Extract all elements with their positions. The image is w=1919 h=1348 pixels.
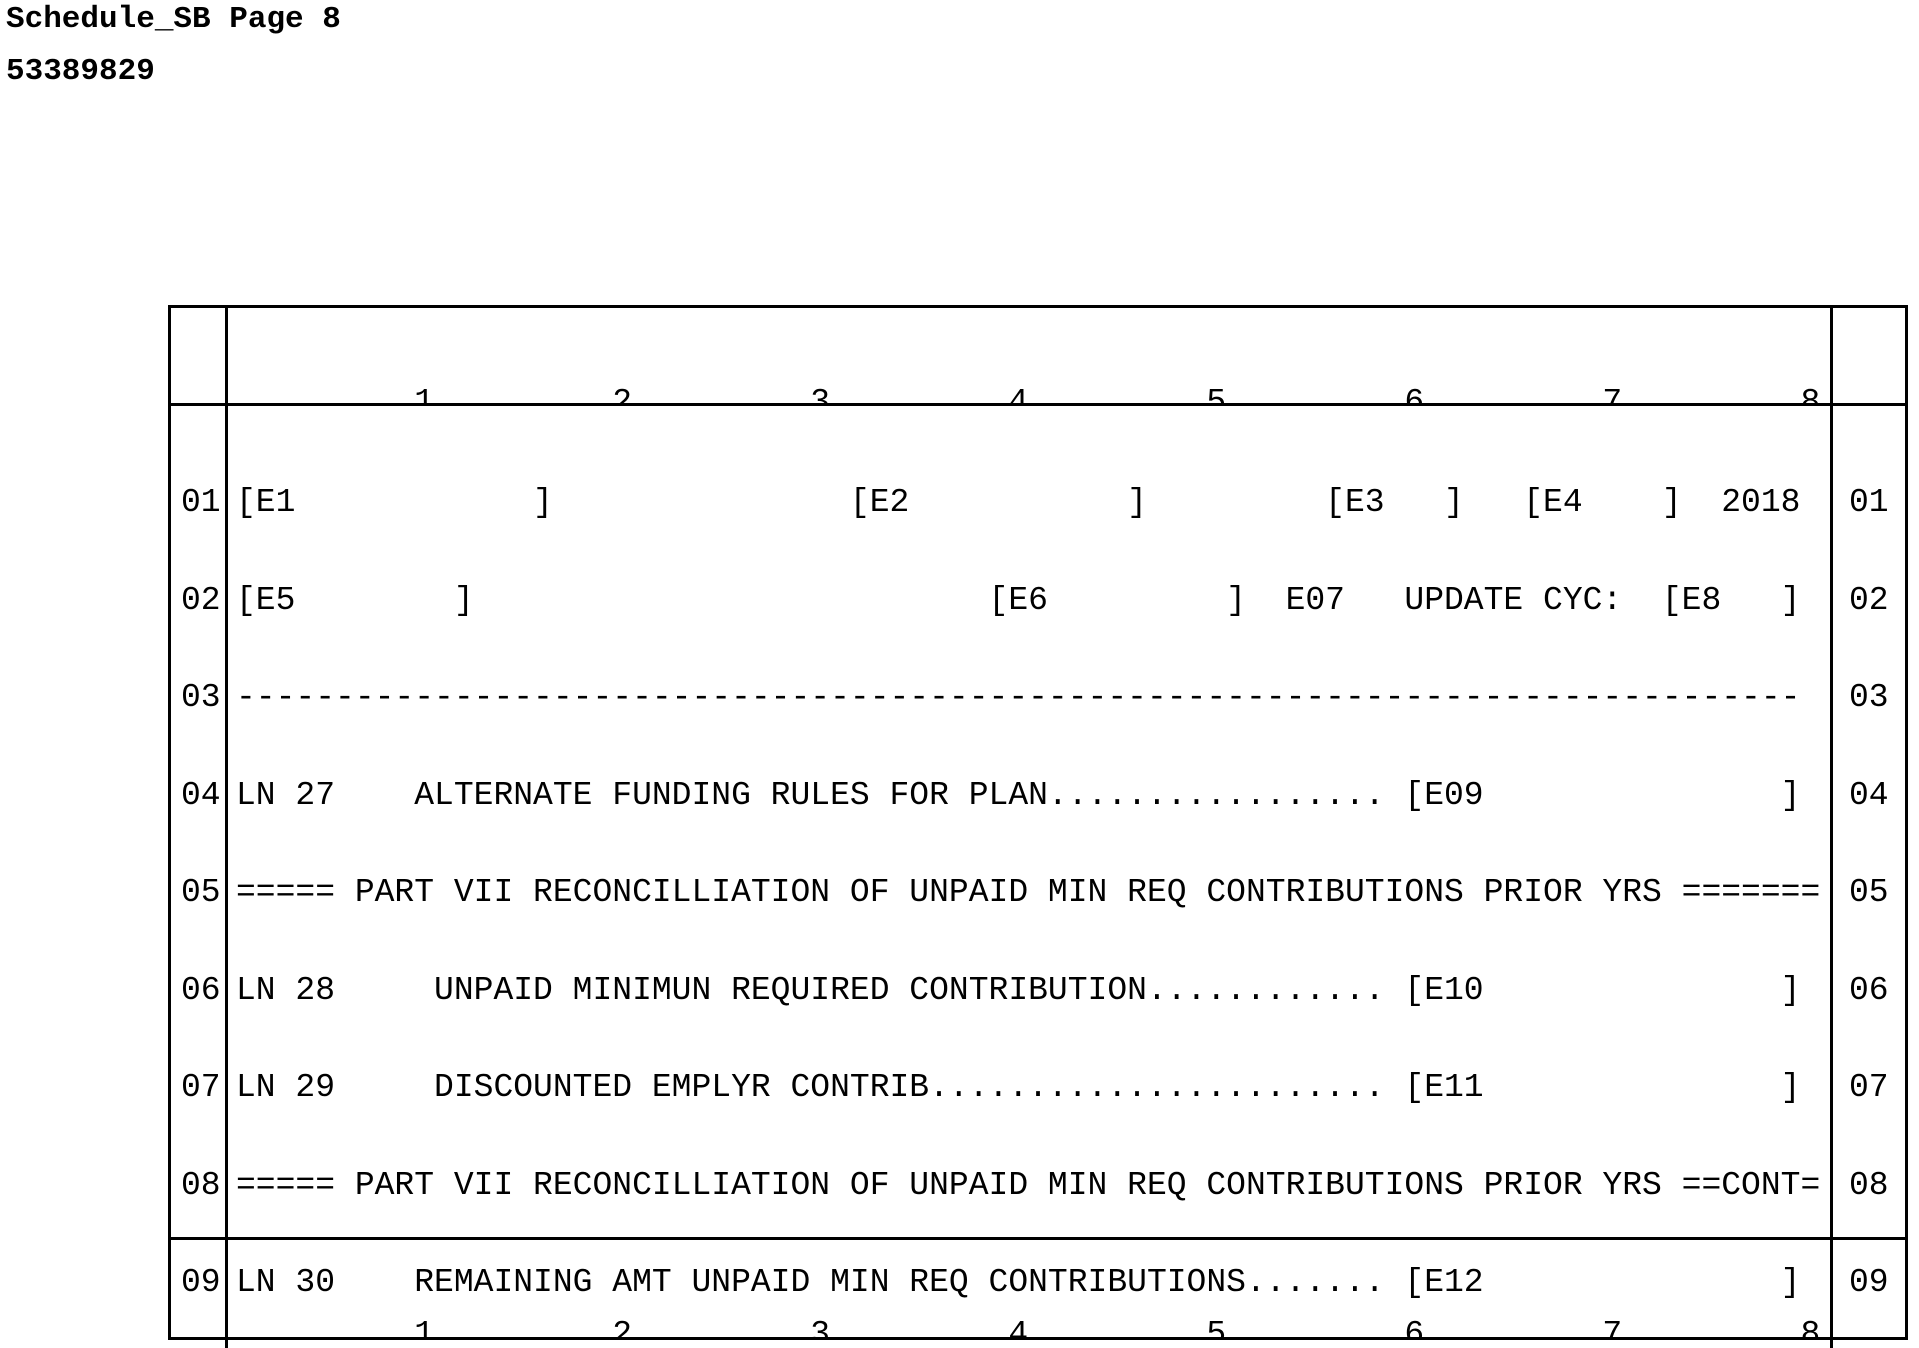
top-ruler: 1 2 3 4 5 6 7 8 123456789012345678901234… bbox=[228, 308, 1833, 403]
form-line: LN 29 DISCOUNTED EMPLYR CONTRIB.........… bbox=[236, 1069, 1801, 1106]
document-title: Schedule_SB Page 8 bbox=[6, 2, 341, 37]
document-id: 53389829 bbox=[6, 54, 155, 89]
line-number: 05 bbox=[1849, 874, 1889, 911]
line-number: 07 bbox=[1849, 1069, 1889, 1106]
bottom-ruler-section: 1 2 3 4 5 6 7 8 123456789012345678901234… bbox=[171, 1240, 1905, 1337]
form-line: LN 28 UNPAID MINIMUN REQUIRED CONTRIBUTI… bbox=[236, 971, 1801, 1009]
column-ruler-tens: 1 2 3 4 5 6 7 8 bbox=[236, 384, 1821, 403]
form-line: ===== PART VII RECONCILLIATION OF UNPAID… bbox=[236, 874, 1821, 911]
line-number: 03 bbox=[1849, 679, 1889, 716]
line-number: 02 bbox=[1849, 581, 1889, 619]
line-number: 06 bbox=[181, 971, 221, 1009]
line-number-column-left: 01 02 03 04 05 06 07 08 09 10 11 12 13 1… bbox=[171, 406, 228, 1348]
form-line: LN 30 REMAINING AMT UNPAID MIN REQ CONTR… bbox=[236, 1264, 1801, 1301]
line-number: 05 bbox=[181, 874, 221, 911]
line-number: 04 bbox=[181, 776, 221, 814]
line-number: 04 bbox=[1849, 776, 1889, 814]
line-number: 09 bbox=[181, 1264, 221, 1301]
form-line: [E5 ] [E6 ] E07 UPDATE CYC: [E8 ] bbox=[236, 581, 1801, 619]
form-line: ===== PART VII RECONCILLIATION OF UNPAID… bbox=[236, 1166, 1821, 1204]
line-number: 01 bbox=[1849, 484, 1889, 521]
form-line: [E1 ] [E2 ] [E3 ] [E4 ] 2018 bbox=[236, 484, 1801, 521]
top-ruler-section: 1 2 3 4 5 6 7 8 123456789012345678901234… bbox=[171, 308, 1905, 406]
form-content-column: [E1 ] [E2 ] [E3 ] [E4 ] 2018 [E5 ] [E6 ]… bbox=[228, 406, 1833, 1348]
bottom-ruler-left-cell bbox=[171, 1240, 228, 1337]
line-number-column-right: 01 02 03 04 05 06 07 08 09 10 11 12 13 1… bbox=[1833, 406, 1919, 1348]
line-number: 01 bbox=[181, 484, 221, 521]
form-body-section: 01 02 03 04 05 06 07 08 09 10 11 12 13 1… bbox=[171, 406, 1905, 1348]
line-number: 08 bbox=[181, 1166, 221, 1204]
line-number: 08 bbox=[1849, 1166, 1889, 1204]
line-number: 07 bbox=[181, 1069, 221, 1106]
bottom-ruler: 1 2 3 4 5 6 7 8 123456789012345678901234… bbox=[228, 1240, 1833, 1337]
line-number: 06 bbox=[1849, 971, 1889, 1009]
line-number: 09 bbox=[1849, 1264, 1889, 1301]
top-ruler-right-cell bbox=[1833, 308, 1905, 403]
column-ruler-tens: 1 2 3 4 5 6 7 8 bbox=[236, 1316, 1821, 1337]
top-ruler-left-cell bbox=[171, 308, 228, 403]
line-number: 03 bbox=[181, 679, 221, 716]
bottom-ruler-right-cell bbox=[1833, 1240, 1905, 1337]
form-line: LN 27 ALTERNATE FUNDING RULES FOR PLAN..… bbox=[236, 776, 1801, 814]
form-line: ----------------------------------------… bbox=[236, 679, 1801, 716]
line-number: 02 bbox=[181, 581, 221, 619]
terminal-form-table: 1 2 3 4 5 6 7 8 123456789012345678901234… bbox=[168, 305, 1908, 1348]
